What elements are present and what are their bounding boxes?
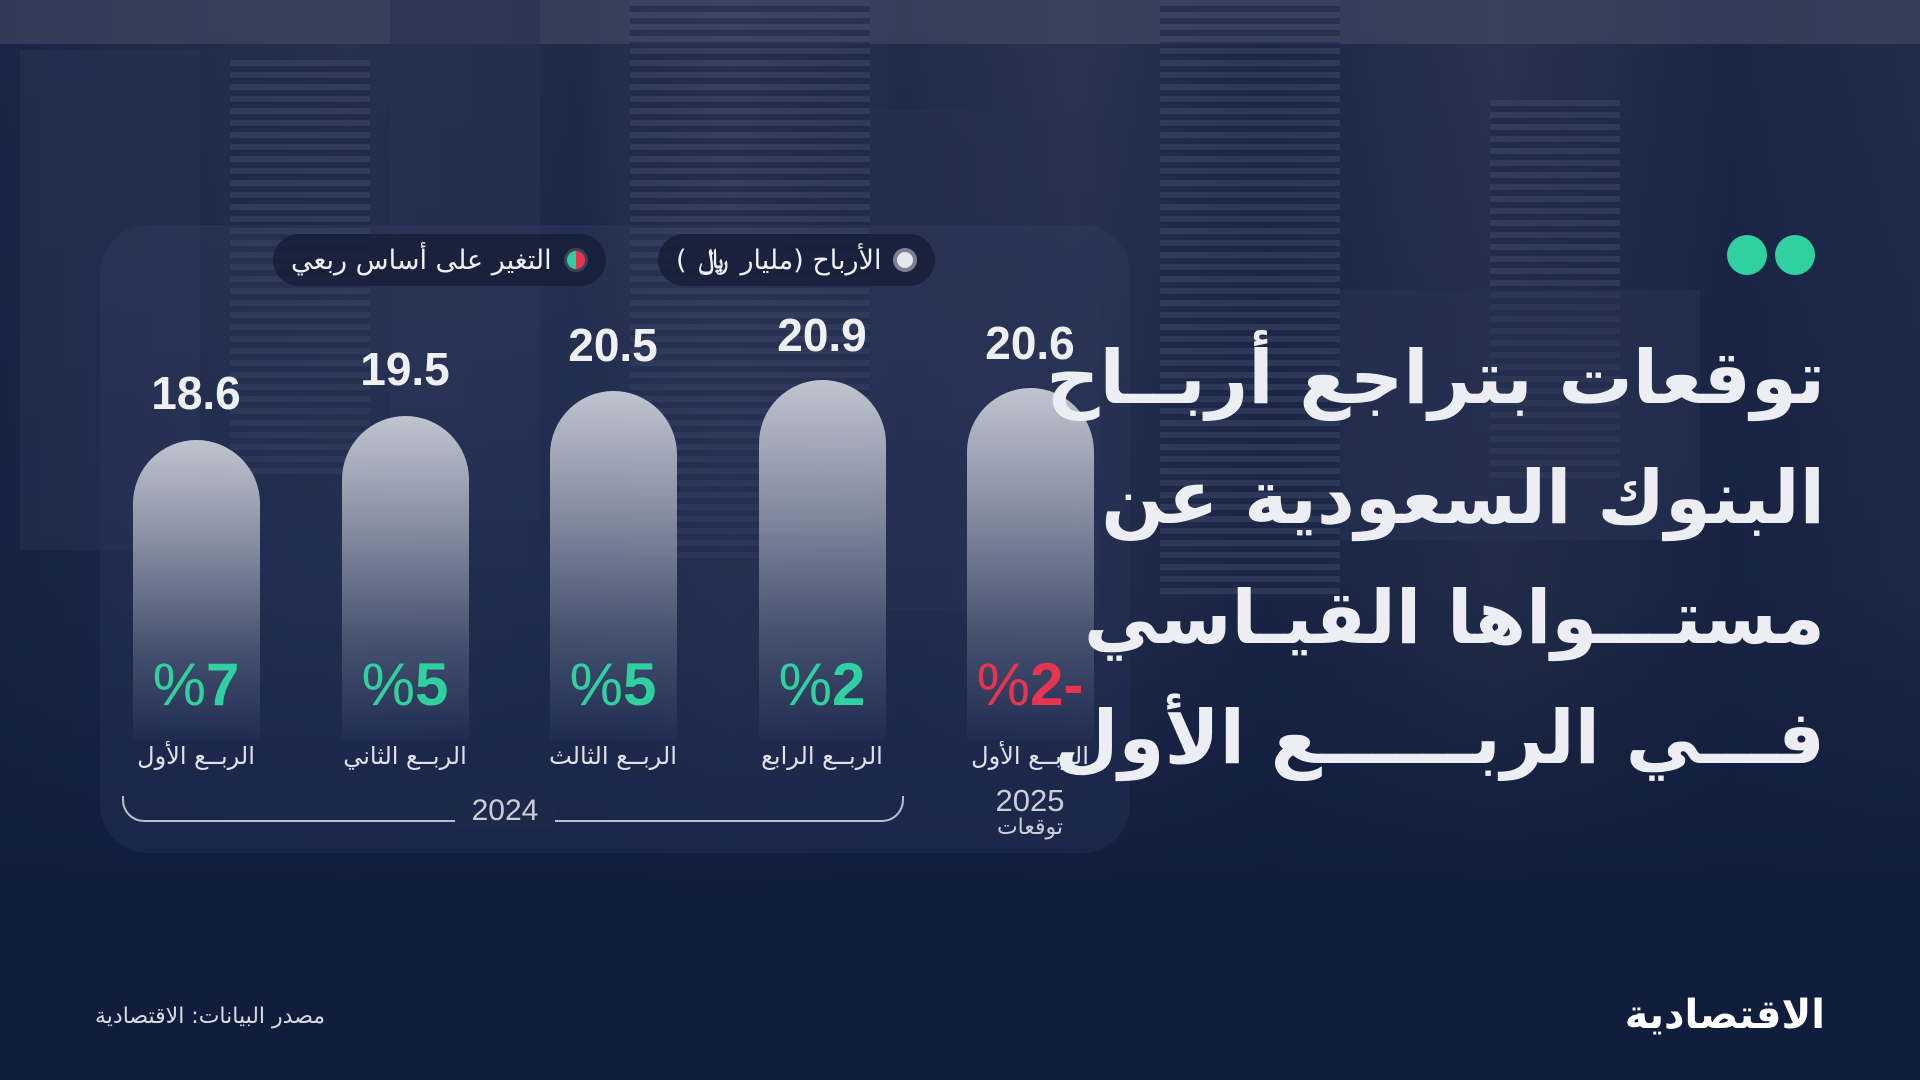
building-silhouette bbox=[1340, 290, 1700, 540]
legend-profit-label: الأرباح (مليار bbox=[740, 244, 882, 276]
year-2025-label: 2025 bbox=[995, 783, 1065, 818]
legend-change-label: التغير على أساس ربعي bbox=[291, 244, 552, 276]
headline-line: مستـــواها القيـاسي bbox=[1083, 575, 1825, 661]
headline-line: البنوك السعودية عن bbox=[1101, 455, 1825, 541]
bar-q4-2024 bbox=[759, 380, 886, 740]
bar-value: 18.6 bbox=[151, 367, 241, 419]
quarter-label: الربــع الثالث bbox=[549, 742, 677, 770]
pct-change-positive: %5 bbox=[361, 651, 449, 718]
bar-value: 20.5 bbox=[568, 319, 658, 371]
bar-value: 20.6 bbox=[985, 317, 1075, 369]
riyal-icon: ﷼ bbox=[698, 244, 729, 275]
year-2024-label: 2024 bbox=[455, 794, 555, 828]
data-source: مصدر البيانات: الاقتصادية bbox=[95, 1004, 326, 1029]
legend-change: التغير على أساس ربعي bbox=[273, 234, 606, 286]
pct-change-positive: %7 bbox=[152, 651, 240, 718]
legend-profit: الأرباح (مليار ﷼ ) bbox=[658, 234, 936, 286]
quarter-label: الربــع الرابع bbox=[761, 742, 883, 770]
forecast-label: توقعات bbox=[996, 815, 1064, 840]
pct-change-positive: %2 bbox=[778, 651, 866, 718]
brand-logo: الاقتصادية bbox=[1624, 992, 1826, 1038]
legend-profit-close: ) bbox=[676, 244, 687, 276]
bar-q2-2024 bbox=[342, 416, 469, 740]
bar-q1-2024 bbox=[133, 440, 260, 740]
quarter-label: الربــع الثاني bbox=[343, 742, 467, 770]
quote-dots-icon bbox=[1727, 235, 1815, 275]
top-band bbox=[0, 0, 1920, 44]
profit-dot-icon bbox=[893, 248, 918, 272]
change-dot-icon bbox=[563, 248, 588, 272]
headline-line: توقعات بتراجع أربــاح bbox=[1046, 335, 1825, 421]
bar-value: 20.9 bbox=[777, 309, 867, 361]
bar-q3-2024 bbox=[550, 391, 677, 740]
quarter-label: الربــع الأول bbox=[971, 742, 1089, 770]
pct-change-positive: %5 bbox=[569, 651, 657, 718]
quarter-label: الربــع الأول bbox=[137, 742, 255, 770]
bar-q1-2025 bbox=[967, 388, 1094, 740]
headline-line: فـــي الربــــــع الأول bbox=[1054, 695, 1825, 781]
building-silhouette bbox=[1160, 0, 1340, 600]
headline: توقعات بتراجع أربــاح البنوك السعودية عن… bbox=[1046, 318, 1825, 798]
pct-change-negative: %2- bbox=[976, 651, 1084, 718]
bar-value: 19.5 bbox=[360, 343, 450, 395]
